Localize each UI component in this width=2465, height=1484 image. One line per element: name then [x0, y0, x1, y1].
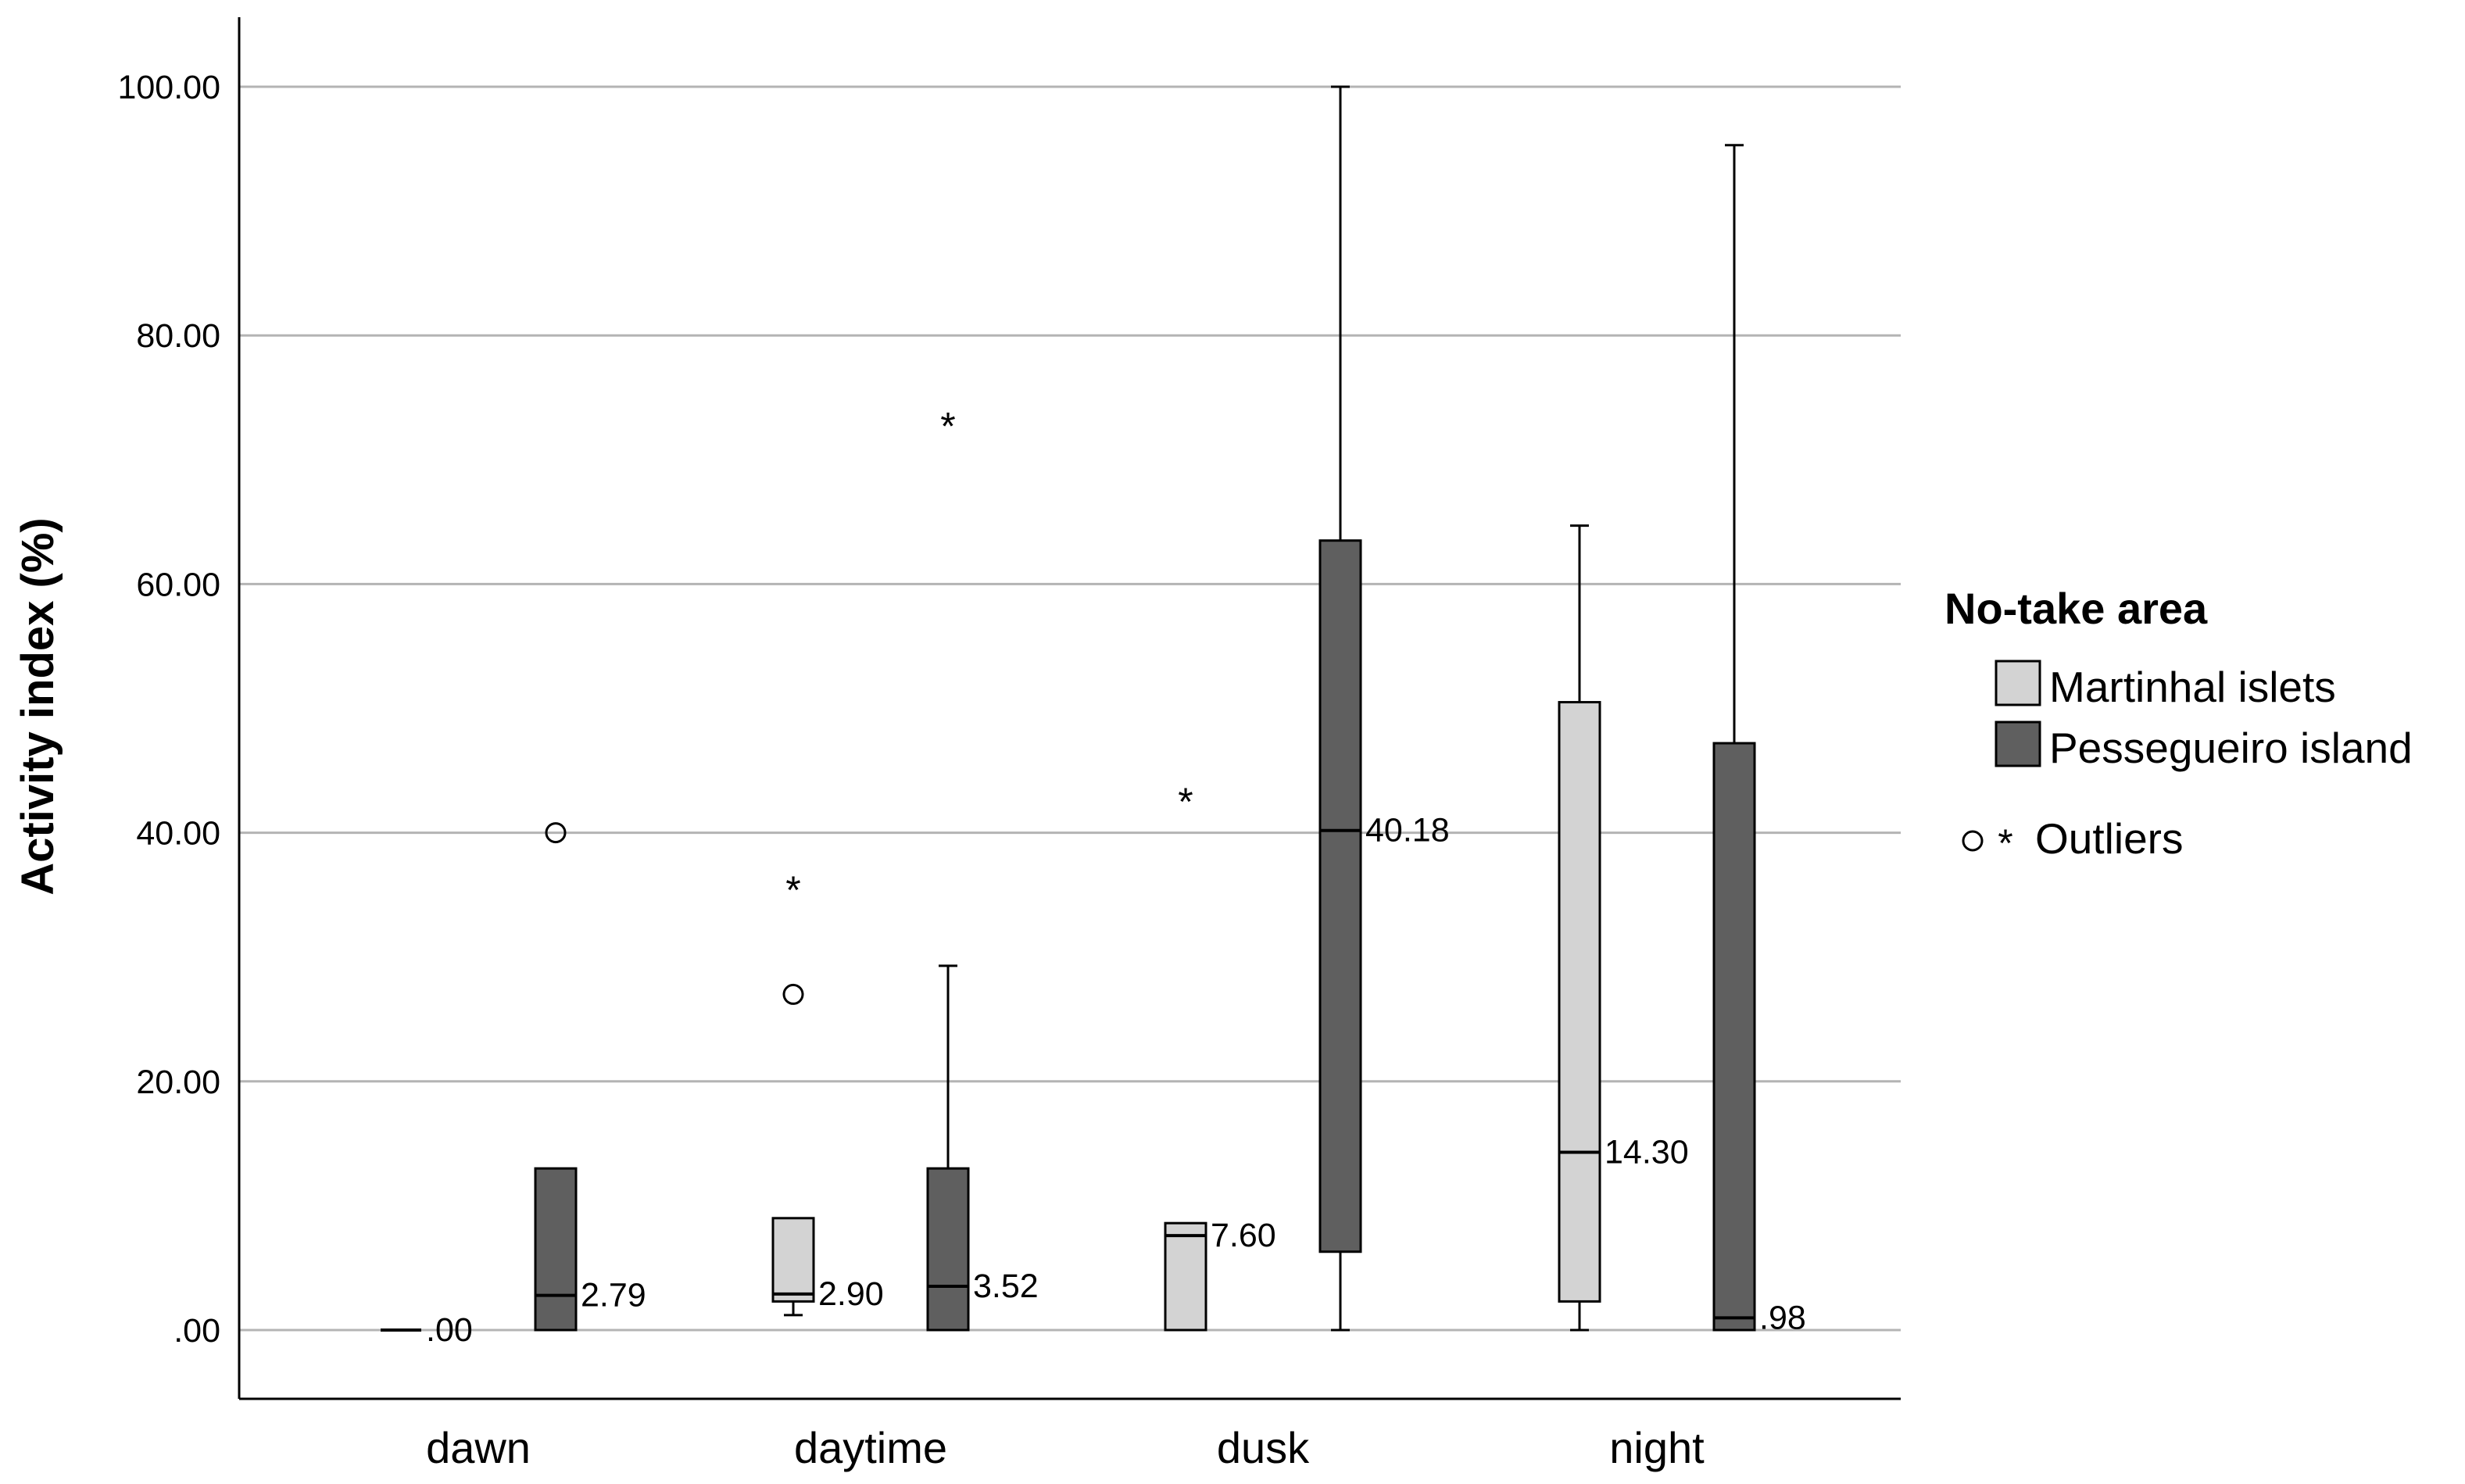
legend-extreme-star-icon: *	[1998, 821, 2012, 865]
x-category-label: dawn	[426, 1423, 531, 1472]
box-iqr	[1318, 539, 1362, 1253]
median-label: .00	[426, 1311, 473, 1349]
legend-swatch-pessegueiro	[1995, 721, 2041, 767]
y-tick-label: 20.00	[136, 1064, 220, 1101]
x-category-labels: dawn daytime dusk night	[426, 1423, 1705, 1472]
y-tick-label: 80.00	[136, 317, 220, 355]
x-category-label: night	[1609, 1423, 1705, 1472]
box-daytime-pessegueiro: 3.52 *	[926, 405, 1039, 1332]
box-iqr	[1712, 742, 1756, 1332]
y-tick-label: 60.00	[136, 566, 220, 603]
legend-title: No-take area	[1944, 584, 2208, 633]
axes	[238, 17, 1901, 1400]
y-tick-label: .00	[174, 1312, 220, 1350]
box-daytime-martinhal: 2.90 *	[771, 868, 884, 1317]
y-tick-labels: .00 20.00 40.00 60.00 80.00 100.00	[117, 69, 220, 1350]
extreme-point: *	[1178, 780, 1193, 824]
median-label: .98	[1759, 1299, 1806, 1336]
median-label: 3.52	[973, 1268, 1039, 1305]
legend-label-pessegueiro: Pessegueiro island	[2049, 724, 2413, 772]
median-label: 40.18	[1365, 812, 1450, 849]
boxes: .00 2.90 * 7.60 * 14.30 2.79 3.52 * 40.18 .98	[381, 85, 1806, 1349]
outlier-point	[782, 983, 804, 1005]
box-iqr	[534, 1167, 578, 1332]
legend-label-martinhal: Martinhal islets	[2049, 663, 2336, 711]
median-label: 14.30	[1605, 1133, 1689, 1171]
legend-outlier-circle-icon	[1962, 830, 1984, 852]
box-iqr	[771, 1217, 815, 1303]
box-night-martinhal: 14.30	[1558, 524, 1689, 1332]
box-iqr	[1164, 1221, 1207, 1332]
box-dawn-martinhal: .00	[381, 1311, 473, 1349]
outlier-point	[545, 822, 567, 844]
x-category-label: dusk	[1217, 1423, 1310, 1472]
y-tick-label: 100.00	[117, 69, 220, 106]
box-iqr	[1558, 701, 1601, 1303]
median-label: 2.90	[818, 1275, 884, 1313]
box-iqr	[926, 1167, 970, 1332]
median-label: 2.79	[581, 1277, 646, 1314]
legend: No-take area Martinhal islets Pessegueir…	[1944, 584, 2413, 865]
box-dusk-martinhal: 7.60 *	[1164, 780, 1276, 1332]
y-axis-title: Activity index (%)	[13, 517, 63, 895]
legend-swatch-martinhal	[1995, 660, 2041, 706]
box-night-pessegueiro: .98	[1712, 144, 1806, 1336]
x-category-label: daytime	[794, 1423, 947, 1472]
y-tick-label: 40.00	[136, 815, 220, 853]
legend-outliers-label: Outliers	[2035, 814, 2184, 863]
box-dusk-pessegueiro: 40.18	[1318, 85, 1450, 1332]
gridlines	[239, 85, 1901, 1332]
extreme-point: *	[785, 868, 800, 912]
box-dawn-pessegueiro: 2.79	[534, 822, 646, 1332]
median-label: 7.60	[1211, 1217, 1276, 1254]
extreme-point: *	[940, 405, 955, 449]
